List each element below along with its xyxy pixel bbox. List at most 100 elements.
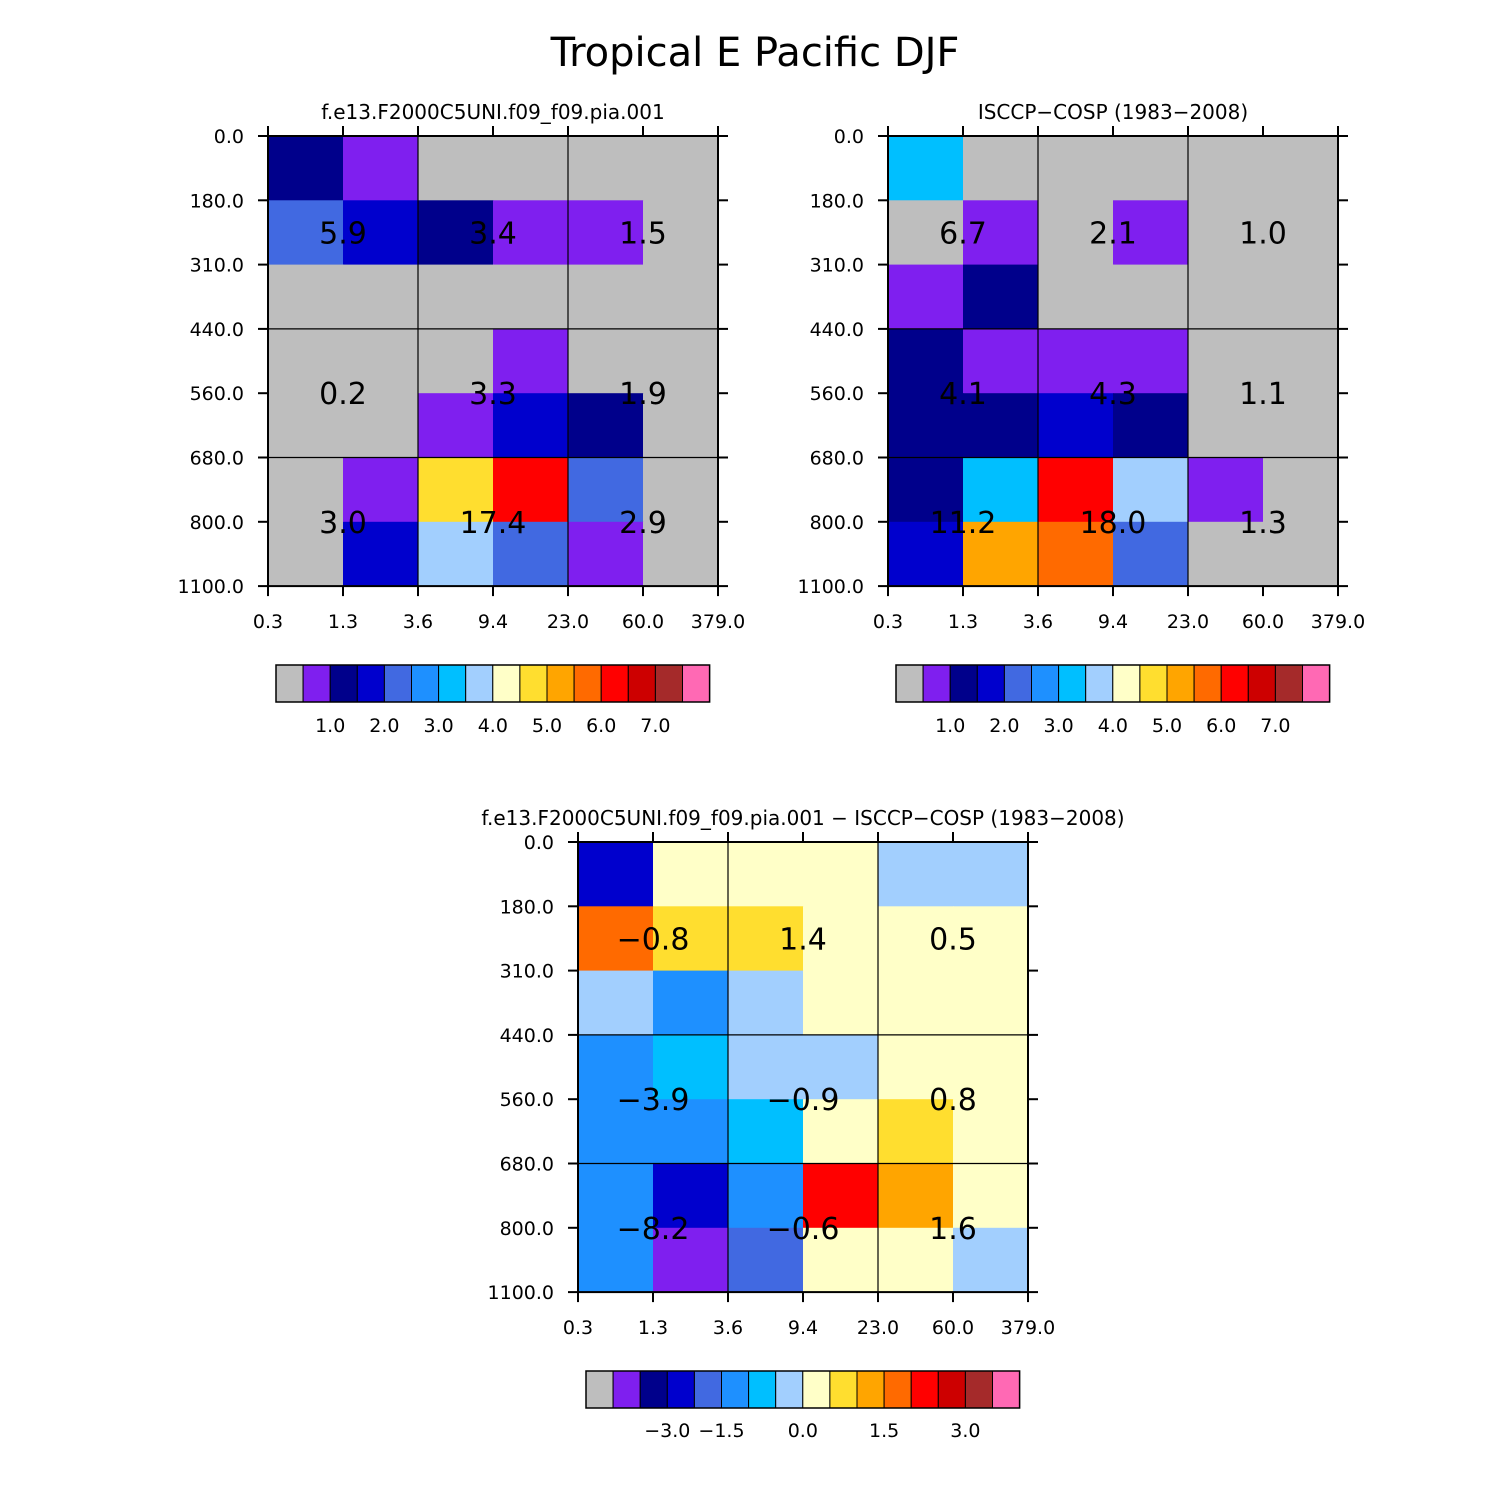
colorbar-label: 7.0 — [640, 715, 670, 737]
region-value-label: 2.1 — [1089, 216, 1137, 251]
colorbar-swatch — [275, 664, 304, 703]
colorbar-label: 5.0 — [532, 715, 562, 737]
colorbar-swatch — [1166, 664, 1195, 703]
heatmap-cell — [878, 1163, 954, 1229]
heatmap-cell — [418, 264, 494, 330]
heatmap-cell — [493, 521, 569, 587]
heatmap-cell — [888, 328, 964, 394]
colorbar-swatch — [829, 1370, 858, 1409]
colorbar-swatch — [612, 1370, 641, 1409]
heatmap-cell — [578, 842, 654, 907]
x-tick-label: 379.0 — [691, 611, 745, 633]
colorbar-label: 6.0 — [1206, 715, 1236, 737]
heatmap-cell — [268, 457, 344, 523]
colorbar-swatch — [465, 664, 494, 703]
heatmap-cell — [963, 328, 1039, 394]
region-value-label: 3.4 — [469, 216, 517, 251]
heatmap-cell — [1263, 328, 1339, 394]
heatmap-cell — [1038, 521, 1114, 587]
colorbar: 1.0 2.0 3.0 4.0 5.0 6.0 7.0 — [275, 664, 711, 737]
heatmap-cell — [888, 136, 964, 201]
colorbar-swatch — [895, 664, 924, 703]
heatmap-cell — [1113, 393, 1189, 459]
colorbar: −3.0 −1.5 0.0 1.5 3.0 — [585, 1370, 1021, 1442]
heatmap-cell — [1038, 393, 1114, 459]
colorbar-swatch — [654, 664, 684, 703]
region-value-label: 3.0 — [319, 506, 367, 541]
x-tick-label: 1.3 — [948, 611, 978, 633]
heatmap-cell — [963, 264, 1039, 330]
heatmap-cell — [568, 200, 644, 266]
heatmap-cell — [418, 521, 494, 587]
heatmap-cell — [878, 906, 954, 972]
panel-obs: ISCCP−COSP (1983−2008) 6.7 2.1 1.0 4.1 4.3 1.1… — [798, 100, 1366, 737]
heatmap-cell — [418, 136, 494, 201]
colorbar-swatch — [627, 664, 656, 703]
region-value-label: 0.8 — [929, 1083, 977, 1118]
colorbar-swatch — [1193, 664, 1222, 703]
colorbar-swatch — [1112, 664, 1141, 703]
heatmap-cell — [803, 906, 879, 972]
colorbar-swatch — [693, 1370, 723, 1409]
colorbar-swatch — [1031, 664, 1060, 703]
region-value-label: 1.9 — [619, 377, 667, 412]
y-tick-label: 680.0 — [190, 448, 244, 470]
panel-title: f.e13.F2000C5UNI.f09_f09.pia.001 − ISCCP… — [481, 806, 1124, 830]
heatmap-cell — [568, 393, 644, 459]
x-tick-label: 1.3 — [638, 1317, 668, 1339]
region-value-label: 6.7 — [939, 216, 987, 251]
heatmap-cell — [1113, 200, 1189, 266]
heatmap-cell — [418, 200, 494, 266]
heatmap-cell — [1188, 200, 1264, 266]
colorbar-swatch — [438, 664, 467, 703]
region-value-label: 4.3 — [1089, 377, 1137, 412]
y-tick-label: 0.0 — [524, 832, 554, 854]
colorbar-swatch — [383, 664, 412, 703]
heatmap-cell — [1113, 457, 1189, 523]
colorbar-swatch — [1003, 664, 1033, 703]
heatmap-cell — [493, 200, 569, 266]
heatmap-cell — [568, 264, 644, 330]
colorbar-swatch — [937, 1370, 966, 1409]
heatmap-cell — [803, 1163, 879, 1229]
heatmap-cell — [578, 1227, 654, 1293]
heatmap-cell — [803, 1099, 879, 1165]
region-value-label: −0.9 — [767, 1083, 840, 1118]
heatmap-cell — [1113, 521, 1189, 587]
heatmap-cell — [1188, 328, 1264, 394]
x-tick-label: 0.3 — [873, 611, 903, 633]
heatmap-cell — [418, 457, 494, 523]
heatmap-cell — [1113, 136, 1189, 201]
colorbar-frame — [895, 664, 1331, 703]
x-tick-label: 379.0 — [1001, 1317, 1055, 1339]
heatmap-cell — [1263, 264, 1339, 330]
heatmap-cell — [578, 1034, 654, 1100]
colorbar-label: 6.0 — [586, 715, 616, 737]
colorbar-swatch — [1274, 664, 1304, 703]
heatmap-cell — [643, 136, 719, 201]
panel-title: ISCCP−COSP (1983−2008) — [978, 100, 1248, 124]
heatmap-cell — [963, 457, 1039, 523]
heatmap-cell — [268, 136, 344, 201]
y-tick-label: 180.0 — [190, 190, 244, 212]
heatmap-cell — [653, 970, 729, 1036]
y-tick-label: 310.0 — [500, 961, 554, 983]
heatmap-cell — [653, 842, 729, 907]
colorbar-swatch — [748, 1370, 777, 1409]
x-tick-label: 9.4 — [788, 1317, 818, 1339]
x-tick-label: 60.0 — [622, 611, 664, 633]
colorbar-swatch — [964, 1370, 994, 1409]
x-tick-label: 9.4 — [478, 611, 508, 633]
colorbar-label: 3.0 — [423, 715, 453, 737]
region-value-label: 0.5 — [929, 922, 977, 957]
region-value-label: 4.1 — [939, 377, 987, 412]
colorbar-swatch — [856, 1370, 885, 1409]
heatmap-cell — [728, 842, 804, 907]
region-value-label: −0.6 — [767, 1212, 840, 1247]
heatmap-cell — [268, 521, 344, 587]
x-tick-label: 379.0 — [1311, 611, 1365, 633]
heatmap-cell — [1038, 200, 1114, 266]
colorbar-label: 4.0 — [478, 715, 508, 737]
y-tick-label: 560.0 — [810, 383, 864, 405]
x-tick-label: 3.6 — [403, 611, 433, 633]
